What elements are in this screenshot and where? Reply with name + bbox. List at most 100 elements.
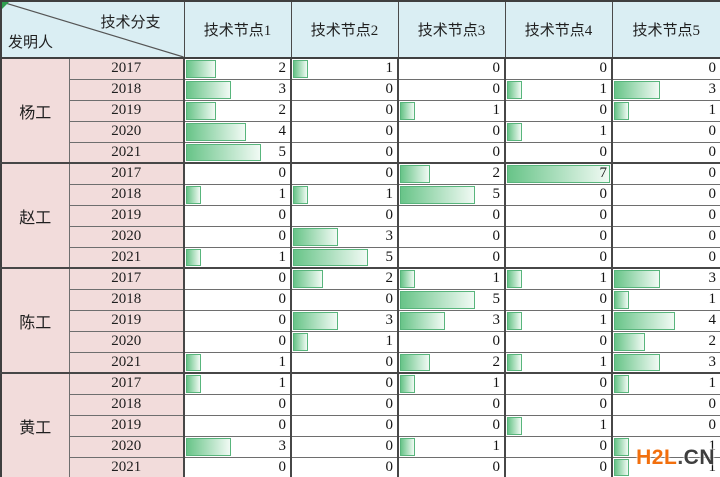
value-cell[interactable]: 0 — [504, 204, 612, 226]
value-cell[interactable]: 0 — [504, 99, 612, 121]
value-cell[interactable]: 0 — [290, 99, 398, 121]
year-cell[interactable]: 2020 — [69, 435, 184, 457]
value-cell[interactable]: 1 — [397, 267, 505, 289]
value-cell[interactable]: 0 — [504, 330, 612, 352]
value-cell[interactable]: 2 — [611, 330, 720, 352]
value-cell[interactable]: 5 — [397, 183, 505, 205]
value-cell[interactable]: 0 — [397, 414, 505, 436]
value-cell[interactable]: 0 — [504, 183, 612, 205]
value-cell[interactable]: 2 — [397, 162, 505, 184]
value-cell[interactable]: 0 — [611, 414, 720, 436]
value-cell[interactable]: 0 — [397, 456, 505, 477]
value-cell[interactable]: 1 — [183, 372, 291, 394]
value-cell[interactable]: 3 — [611, 78, 720, 100]
year-cell[interactable]: 2021 — [69, 141, 184, 163]
value-cell[interactable]: 0 — [611, 204, 720, 226]
value-cell[interactable]: 0 — [611, 162, 720, 184]
value-cell[interactable]: 4 — [611, 309, 720, 331]
value-cell[interactable]: 0 — [504, 225, 612, 247]
value-cell[interactable]: 1 — [290, 57, 398, 79]
value-cell[interactable]: 1 — [611, 456, 720, 477]
column-header-node5[interactable]: 技术节点5 — [611, 0, 720, 59]
value-cell[interactable]: 1 — [611, 288, 720, 310]
value-cell[interactable]: 1 — [504, 414, 612, 436]
value-cell[interactable]: 0 — [611, 120, 720, 142]
value-cell[interactable]: 1 — [504, 267, 612, 289]
year-cell[interactable]: 2021 — [69, 246, 184, 268]
inventor-cell-0[interactable]: 杨工 — [1, 57, 70, 163]
value-cell[interactable]: 0 — [290, 351, 398, 373]
value-cell[interactable]: 1 — [290, 330, 398, 352]
value-cell[interactable]: 0 — [397, 330, 505, 352]
value-cell[interactable]: 0 — [504, 141, 612, 163]
value-cell[interactable]: 0 — [397, 141, 505, 163]
value-cell[interactable]: 3 — [290, 309, 398, 331]
year-cell[interactable]: 2018 — [69, 183, 184, 205]
value-cell[interactable]: 1 — [183, 246, 291, 268]
value-cell[interactable]: 1 — [397, 435, 505, 457]
value-cell[interactable]: 0 — [183, 330, 291, 352]
value-cell[interactable]: 2 — [290, 267, 398, 289]
value-cell[interactable]: 0 — [611, 225, 720, 247]
value-cell[interactable]: 0 — [504, 372, 612, 394]
column-header-node1[interactable]: 技术节点1 — [183, 0, 292, 59]
value-cell[interactable]: 1 — [504, 309, 612, 331]
year-cell[interactable]: 2018 — [69, 78, 184, 100]
value-cell[interactable]: 0 — [611, 183, 720, 205]
value-cell[interactable]: 0 — [504, 57, 612, 79]
value-cell[interactable]: 1 — [611, 435, 720, 457]
value-cell[interactable]: 2 — [183, 99, 291, 121]
value-cell[interactable]: 1 — [611, 99, 720, 121]
year-cell[interactable]: 2020 — [69, 120, 184, 142]
value-cell[interactable]: 1 — [504, 78, 612, 100]
year-cell[interactable]: 2019 — [69, 204, 184, 226]
value-cell[interactable]: 2 — [183, 57, 291, 79]
value-cell[interactable]: 0 — [290, 162, 398, 184]
value-cell[interactable]: 3 — [611, 351, 720, 373]
value-cell[interactable]: 0 — [397, 246, 505, 268]
value-cell[interactable]: 1 — [611, 372, 720, 394]
year-cell[interactable]: 2017 — [69, 267, 184, 289]
value-cell[interactable]: 1 — [183, 351, 291, 373]
value-cell[interactable]: 0 — [290, 78, 398, 100]
value-cell[interactable]: 0 — [290, 204, 398, 226]
year-cell[interactable]: 2017 — [69, 57, 184, 79]
value-cell[interactable]: 0 — [611, 57, 720, 79]
value-cell[interactable]: 0 — [183, 225, 291, 247]
value-cell[interactable]: 0 — [183, 204, 291, 226]
value-cell[interactable]: 1 — [504, 351, 612, 373]
value-cell[interactable]: 1 — [504, 120, 612, 142]
value-cell[interactable]: 1 — [397, 99, 505, 121]
year-cell[interactable]: 2021 — [69, 456, 184, 477]
value-cell[interactable]: 5 — [183, 141, 291, 163]
value-cell[interactable]: 0 — [611, 393, 720, 415]
value-cell[interactable]: 0 — [611, 141, 720, 163]
value-cell[interactable]: 1 — [397, 372, 505, 394]
value-cell[interactable]: 5 — [290, 246, 398, 268]
year-cell[interactable]: 2019 — [69, 309, 184, 331]
value-cell[interactable]: 0 — [183, 456, 291, 477]
value-cell[interactable]: 1 — [290, 183, 398, 205]
year-cell[interactable]: 2017 — [69, 162, 184, 184]
value-cell[interactable]: 0 — [290, 435, 398, 457]
value-cell[interactable]: 0 — [504, 435, 612, 457]
year-cell[interactable]: 2020 — [69, 225, 184, 247]
value-cell[interactable]: 2 — [397, 351, 505, 373]
value-cell[interactable]: 0 — [290, 393, 398, 415]
value-cell[interactable]: 3 — [183, 435, 291, 457]
value-cell[interactable]: 0 — [183, 309, 291, 331]
value-cell[interactable]: 3 — [611, 267, 720, 289]
value-cell[interactable]: 0 — [611, 246, 720, 268]
value-cell[interactable]: 3 — [183, 78, 291, 100]
column-header-node4[interactable]: 技术节点4 — [504, 0, 613, 59]
value-cell[interactable]: 0 — [183, 267, 291, 289]
value-cell[interactable]: 5 — [397, 288, 505, 310]
column-header-node3[interactable]: 技术节点3 — [397, 0, 506, 59]
value-cell[interactable]: 0 — [504, 393, 612, 415]
value-cell[interactable]: 0 — [290, 456, 398, 477]
value-cell[interactable]: 0 — [183, 414, 291, 436]
value-cell[interactable]: 0 — [397, 225, 505, 247]
year-cell[interactable]: 2020 — [69, 330, 184, 352]
value-cell[interactable]: 7 — [504, 162, 612, 184]
value-cell[interactable]: 0 — [397, 78, 505, 100]
